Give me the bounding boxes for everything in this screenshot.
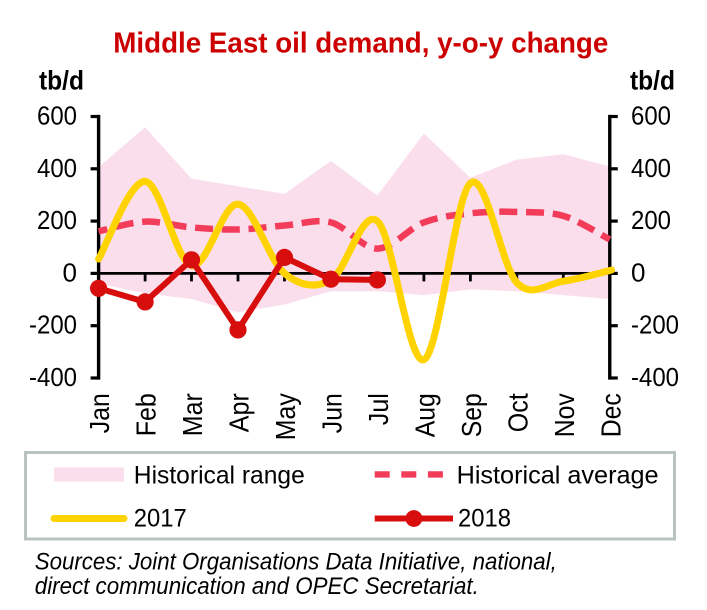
- svg-text:Mar: Mar: [177, 393, 208, 436]
- svg-text:Middle East oil demand, y-o-y: Middle East oil demand, y-o-y change: [113, 28, 608, 60]
- svg-text:Historical average: Historical average: [457, 462, 659, 490]
- svg-text:Apr: Apr: [224, 393, 255, 432]
- svg-text:600: 600: [37, 101, 77, 131]
- svg-text:400: 400: [631, 153, 671, 183]
- svg-text:Aug: Aug: [410, 393, 441, 437]
- svg-text:Nov: Nov: [549, 393, 580, 437]
- svg-text:-200: -200: [29, 310, 77, 340]
- svg-text:May: May: [270, 393, 301, 440]
- svg-text:0: 0: [631, 257, 645, 287]
- svg-text:0: 0: [63, 257, 77, 287]
- svg-text:200: 200: [631, 205, 671, 235]
- svg-text:2017: 2017: [134, 505, 187, 533]
- svg-text:direct communication and OPEC: direct communication and OPEC Secretaria…: [35, 573, 479, 600]
- svg-text:-200: -200: [631, 310, 679, 340]
- svg-text:Jun: Jun: [317, 393, 348, 433]
- svg-text:Dec: Dec: [595, 393, 626, 437]
- svg-text:Jan: Jan: [84, 393, 115, 433]
- svg-text:tb/d: tb/d: [630, 66, 675, 96]
- svg-text:200: 200: [37, 205, 77, 235]
- svg-text:Feb: Feb: [131, 393, 162, 436]
- svg-text:Historical range: Historical range: [134, 462, 305, 490]
- svg-text:Sep: Sep: [456, 393, 487, 437]
- svg-text:Sources: Joint Organisations D: Sources: Joint Organisations Data Initia…: [35, 549, 557, 576]
- svg-text:-400: -400: [631, 362, 679, 392]
- svg-text:600: 600: [631, 101, 671, 131]
- svg-text:Jul: Jul: [363, 393, 394, 425]
- svg-text:tb/d: tb/d: [39, 66, 84, 96]
- svg-text:2018: 2018: [458, 505, 511, 533]
- svg-text:-400: -400: [29, 362, 77, 392]
- svg-text:400: 400: [37, 153, 77, 183]
- svg-text:Oct: Oct: [502, 393, 533, 432]
